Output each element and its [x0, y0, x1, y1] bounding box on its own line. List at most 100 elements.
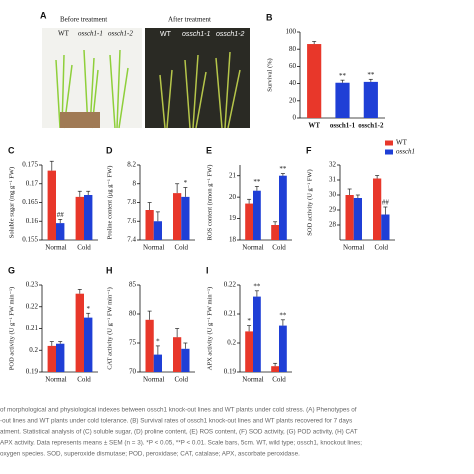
significance-label: ##	[57, 211, 65, 219]
significance-label: **	[279, 311, 287, 319]
y-tick-label: 0.17	[26, 179, 39, 187]
bar	[75, 196, 84, 240]
significance-label: *	[156, 338, 160, 346]
significance-label: **	[367, 71, 375, 79]
y-tick-label: 60	[289, 62, 297, 70]
x-tick-label: Cold	[374, 244, 388, 252]
bar	[47, 345, 56, 372]
y-tick-label: 31	[329, 176, 337, 184]
bar	[253, 296, 261, 372]
legend-label: WT	[396, 139, 408, 147]
y-tick-label: 75	[129, 339, 137, 347]
y-tick-label: 32	[329, 161, 337, 169]
y-tick-label: 80	[289, 45, 297, 53]
bar	[271, 366, 279, 372]
y-tick-label: 18	[229, 236, 237, 244]
significance-label: **	[253, 178, 261, 186]
bar	[173, 193, 182, 240]
photo-title: Before treatment	[60, 16, 107, 24]
bar	[245, 203, 253, 240]
significance-label: *	[247, 317, 251, 325]
y-tick-label: 29	[329, 206, 337, 214]
bar	[353, 198, 362, 240]
y-tick-label: 70	[129, 368, 137, 376]
bar	[84, 317, 93, 372]
y-axis-label: Survival (%)	[266, 58, 273, 91]
y-tick-label: 0.2	[29, 346, 38, 354]
y-tick-label: 100	[286, 28, 297, 36]
caption-line: atment. Statistical analysis of (C) solu…	[0, 429, 358, 436]
x-tick-label: Normal	[242, 376, 263, 384]
bar	[56, 343, 65, 372]
legend-label: ossch1	[396, 148, 415, 156]
x-tick-label: Cold	[272, 244, 286, 252]
panel-letter: D	[106, 145, 113, 155]
y-tick-label: 0.22	[26, 302, 39, 310]
caption-line: APX activity. Data represents means ± SE…	[0, 440, 362, 447]
legend-swatch	[385, 140, 393, 146]
x-tick-label: WT	[308, 122, 320, 130]
bar	[279, 325, 287, 372]
y-axis-label: ROS content (nmon g⁻¹ FW)	[206, 165, 213, 241]
bar	[373, 178, 382, 240]
bar	[145, 319, 154, 372]
y-tick-label: 0.19	[224, 368, 237, 376]
panel-letter: F	[306, 145, 312, 155]
photo-label: ossch1-1	[182, 31, 211, 38]
photo-panel: A Before treatment After treatment WT os…	[40, 10, 250, 129]
significance-label: **	[279, 165, 287, 173]
y-tick-label: 0.16	[26, 217, 39, 225]
y-tick-label: 0.155	[22, 236, 38, 244]
y-tick-label: 0.23	[26, 281, 39, 289]
significance-label: *	[86, 305, 90, 313]
bar	[335, 82, 350, 118]
x-tick-label: Normal	[45, 376, 66, 384]
y-axis-label: POD activity (U g⁻¹ FW min⁻¹)	[8, 287, 15, 370]
x-tick-label: ossch1-1	[330, 122, 356, 130]
y-axis-label: APX activity (U g⁻¹ FW min⁻¹)	[206, 287, 213, 370]
x-tick-label: Cold	[174, 244, 188, 252]
photo-label: ossch1-2	[216, 31, 245, 38]
x-tick-label: Normal	[242, 244, 263, 252]
photo-label: WT	[58, 30, 70, 38]
y-tick-label: 28	[329, 221, 337, 229]
y-tick-label: 0.21	[26, 324, 39, 332]
bar	[345, 195, 354, 240]
panel-letter: I	[206, 265, 209, 275]
panel-letter: A	[40, 10, 47, 20]
panel-letter: C	[8, 145, 15, 155]
pots	[60, 112, 100, 128]
x-tick-label: Normal	[143, 376, 164, 384]
bar	[47, 170, 56, 240]
y-axis-label: CAT activity (U g⁻¹ FW min⁻¹)	[106, 287, 113, 370]
panel-letter: H	[106, 265, 113, 275]
bar	[153, 221, 162, 240]
bar	[363, 81, 378, 118]
y-tick-label: 0.165	[22, 198, 38, 206]
x-tick-label: Normal	[343, 244, 364, 252]
x-tick-label: Cold	[77, 244, 91, 252]
panel-letter: G	[8, 265, 15, 275]
y-tick-label: 8.2	[127, 161, 136, 169]
x-tick-label: Normal	[143, 244, 164, 252]
y-tick-label: 40	[289, 79, 297, 87]
y-tick-label: 19	[229, 214, 237, 222]
bar	[145, 210, 154, 240]
y-tick-label: 85	[129, 281, 137, 289]
y-tick-label: 7.8	[127, 198, 136, 206]
y-tick-label: 0.19	[26, 368, 39, 376]
plants	[55, 49, 241, 129]
panel-letter: B	[266, 12, 273, 22]
caption-line: -out lines and WT plants under cold tole…	[0, 418, 352, 425]
y-tick-label: 0	[293, 114, 297, 122]
bar	[181, 196, 190, 240]
photo-label: ossch1-2	[108, 30, 133, 38]
y-axis-label: Soluble sugar (mg g⁻¹ FW)	[8, 167, 15, 238]
y-axis-label: Proline content (μg g⁻¹ FW)	[106, 166, 113, 240]
y-tick-label: 20	[289, 96, 297, 104]
bar	[271, 225, 279, 240]
photo-right	[145, 28, 250, 128]
bar	[253, 190, 261, 240]
